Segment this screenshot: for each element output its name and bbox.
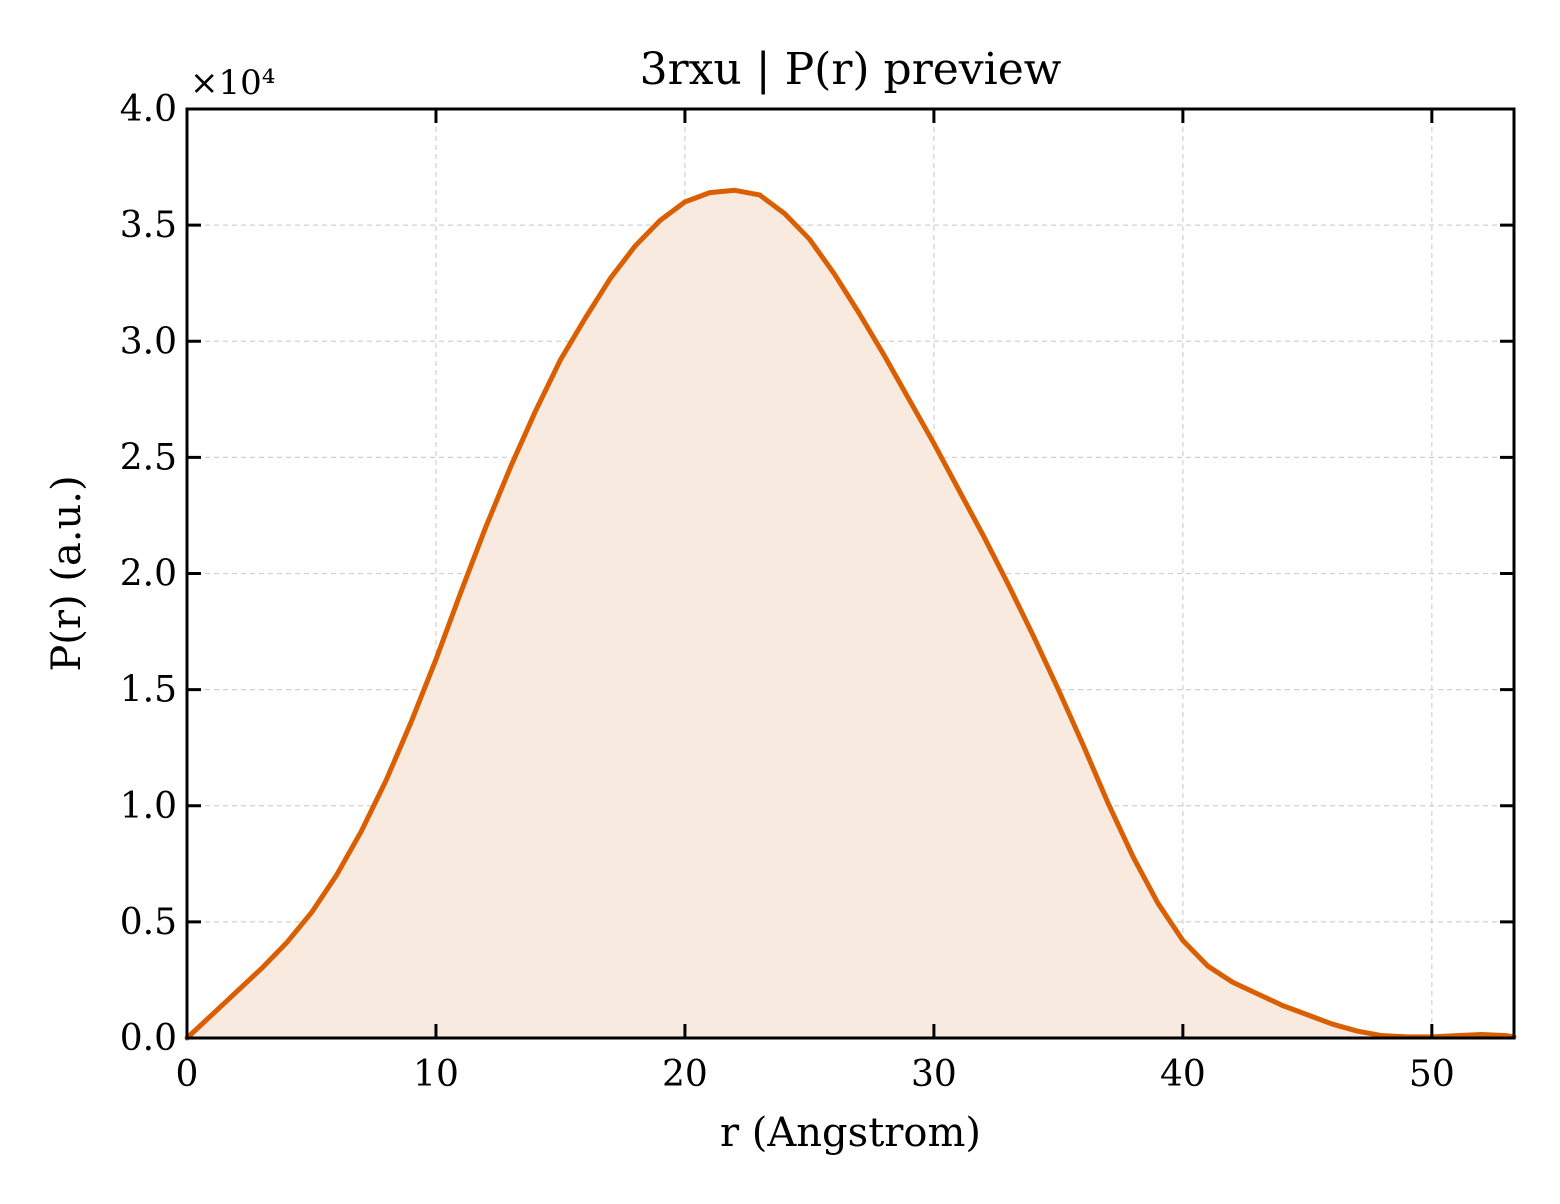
y-tick-label: 0.5 [120,902,177,943]
y-tick-label: 4.0 [120,89,177,130]
y-offset-label: ×10⁴ [190,63,275,103]
y-tick-label: 3.5 [120,205,177,246]
x-tick-label: 40 [1160,1054,1206,1095]
y-tick-label: 2.0 [120,554,177,595]
chart-title: 3rxu | P(r) preview [640,44,1062,95]
x-tick-label: 10 [413,1054,459,1095]
x-tick-label: 0 [176,1054,199,1095]
series-line [184,187,1517,1041]
y-tick-label: 3.0 [120,321,177,362]
x-tick-label: 50 [1409,1054,1455,1095]
axis-ticks: 0 10 20 30 40 50 0.0 0.5 1.0 1.5 2.0 2.5 3.0 3.5 4.0 [120,89,1514,1095]
y-tick-label: 1.0 [120,786,177,827]
y-tick-label: 1.5 [120,670,177,711]
y-tick-label: 2.5 [120,437,177,478]
y-axis-label: P(r) (a.u.) [44,475,90,671]
x-tick-label: 30 [911,1054,957,1095]
y-tick-label: 0.0 [120,1018,177,1059]
x-tick-label: 20 [662,1054,708,1095]
series-area-fill [187,190,1514,1039]
x-axis-label: r (Angstrom) [720,1110,981,1156]
